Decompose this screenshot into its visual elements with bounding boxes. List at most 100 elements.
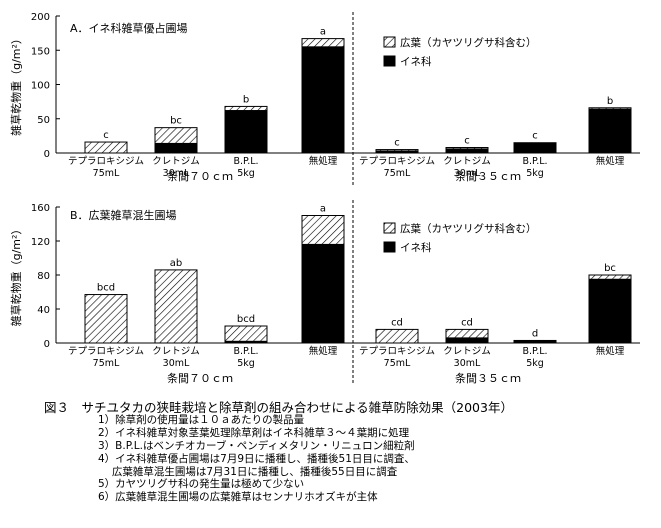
bar-grass <box>301 46 345 154</box>
bar-grass <box>445 148 489 154</box>
significance-letter: c <box>394 138 400 149</box>
category-label: テプラロキシジム 75mL <box>359 156 435 179</box>
category-label: テプラロキシジム 75mL <box>68 346 144 369</box>
chart-title: A．イネ科雑草優占圃場 <box>70 21 188 35</box>
category-label-line: 30mL <box>454 358 481 369</box>
bar-broadleaf <box>224 325 268 342</box>
y-tick-label: 120 <box>31 237 50 248</box>
bar-broadleaf <box>154 127 198 144</box>
significance-letter: c <box>103 130 109 141</box>
category-label: テプラロキシジム 75mL <box>359 346 435 369</box>
y-tick-label: 150 <box>31 46 50 57</box>
legend-swatch-broadleaf <box>383 36 396 48</box>
category-label-line: テプラロキシジム <box>68 156 144 167</box>
significance-letter: b <box>607 96 613 107</box>
note-1: 1）除草剤の使用量は１０ａあたりの製品量 <box>98 414 305 426</box>
category-label-line: 無処理 <box>309 345 338 357</box>
note-7: 6）広葉雑草混生圃場の広葉雑草はセンナリホオズキが主体 <box>98 491 378 504</box>
figure-notes: 1）除草剤の使用量は１０ａあたりの製品量 2）イネ科雑草対象茎葉処理除草剤はイネ… <box>98 414 415 504</box>
significance-letter: b <box>243 94 249 105</box>
category-label-line: B.P.L. <box>233 346 258 357</box>
bar-grass <box>513 142 557 154</box>
bar-broadleaf <box>84 294 128 344</box>
category-label: B.P.L. 5kg <box>522 346 547 369</box>
y-tick-label: 0 <box>44 149 50 160</box>
category-label-line: 5kg <box>237 168 255 179</box>
y-tick-label: 80 <box>37 271 50 282</box>
y-tick-label: 0 <box>44 339 50 350</box>
category-label: クレトジム 30mL <box>152 156 200 179</box>
category-label-line: テプラロキシジム <box>359 346 435 357</box>
bar-broadleaf <box>154 269 198 344</box>
bar-broadleaf <box>375 328 419 344</box>
significance-letter: c <box>464 136 470 147</box>
y-axis-label: 雑草乾物重（g/m²） <box>9 224 23 327</box>
legend-label-grass: イネ科 <box>400 241 432 254</box>
bar-broadleaf <box>224 105 268 112</box>
significance-letter: a <box>320 27 326 38</box>
significance-letter: bc <box>170 116 182 127</box>
bar-broadleaf <box>301 38 345 48</box>
category-label-line: テプラロキシジム <box>68 346 144 357</box>
category-label-line: 30mL <box>163 168 190 179</box>
category-label: 無処理 <box>309 345 338 357</box>
category-label: クレトジム 30mL <box>443 156 491 179</box>
group-label: 条間３５ｃｍ <box>455 169 521 183</box>
category-label: 無処理 <box>596 345 625 357</box>
legend-label-broadleaf: 広葉（カヤツリグサ科含む） <box>400 36 537 49</box>
figure-caption: 図３ サチユタカの狭畦栽培と除草剤の組み合わせによる雑草防除効果（2003年） <box>44 400 513 415</box>
bar-broadleaf <box>445 328 489 339</box>
note-6: 5）カヤツリグサ科の発生量は極めて少ない <box>98 478 305 491</box>
bar-broadleaf <box>84 141 128 154</box>
bar-broadleaf <box>375 149 419 152</box>
category-label: B.P.L. 5kg <box>233 156 258 179</box>
group-label: 条間７０ｃｍ <box>167 371 233 385</box>
chart-a: 050100150200雑草乾物重（g/m²）A．イネ科雑草優占圃場cbcbac… <box>9 12 640 185</box>
bar-grass <box>224 110 268 154</box>
category-label-line: クレトジム <box>443 346 491 357</box>
y-tick-label: 160 <box>31 203 50 214</box>
significance-letter: a <box>320 204 326 215</box>
category-label-line: 75mL <box>93 168 120 179</box>
category-label-line: 無処理 <box>309 155 338 167</box>
y-axis-label: 雑草乾物重（g/m²） <box>9 33 23 136</box>
category-label-line: 5kg <box>237 358 255 369</box>
y-tick-label: 100 <box>31 81 50 92</box>
category-label-line: 30mL <box>163 358 190 369</box>
chart-title: B．広葉雑草混生圃場 <box>70 208 177 222</box>
significance-letter: d <box>532 328 538 339</box>
group-label: 条間７０ｃｍ <box>167 169 233 183</box>
bar-broadleaf <box>588 274 632 280</box>
note-4: 4）イネ科雑草優占圃場は7月9日に播種し、播種後51日目に調査、 <box>98 452 415 465</box>
significance-letter: bc <box>604 263 616 274</box>
category-label-line: クレトジム <box>152 346 200 357</box>
bar-grass <box>154 142 198 154</box>
category-label-line: 無処理 <box>596 345 625 357</box>
category-label-line: 75mL <box>93 358 120 369</box>
legend-label-grass: イネ科 <box>400 55 432 68</box>
category-label-line: クレトジム <box>152 156 200 167</box>
category-label-line: 75mL <box>384 168 411 179</box>
bar-grass <box>588 108 632 154</box>
category-label: 無処理 <box>309 155 338 167</box>
bar-grass <box>588 278 632 344</box>
category-label-line: クレトジム <box>443 156 491 167</box>
y-tick-label: 40 <box>37 305 50 316</box>
note-3: 3）B.P.L.はベンチオカーブ・ペンディメタリン・リニュロン細粒剤 <box>98 439 415 452</box>
category-label-line: B.P.L. <box>233 156 258 167</box>
y-tick-label: 200 <box>31 12 50 23</box>
legend-swatch-grass <box>383 55 396 67</box>
significance-letter: c <box>532 131 538 142</box>
note-2: 2）イネ科雑草対象茎葉処理除草剤はイネ科雑草３～４葉期に処理 <box>98 426 410 439</box>
category-label-line: 無処理 <box>596 155 625 167</box>
category-label-line: 75mL <box>384 358 411 369</box>
bar-broadleaf <box>445 147 489 150</box>
note-5: 広葉雑草混生圃場は7月31日に播種し、播種後55日目に調査 <box>98 465 398 478</box>
legend-swatch-broadleaf <box>383 222 396 234</box>
bar-grass <box>445 337 489 344</box>
significance-letter: bcd <box>237 314 255 325</box>
category-label: クレトジム 30mL <box>443 346 491 369</box>
category-label-line: 5kg <box>526 168 544 179</box>
bar-broadleaf <box>588 107 632 110</box>
significance-letter: cd <box>391 317 403 328</box>
